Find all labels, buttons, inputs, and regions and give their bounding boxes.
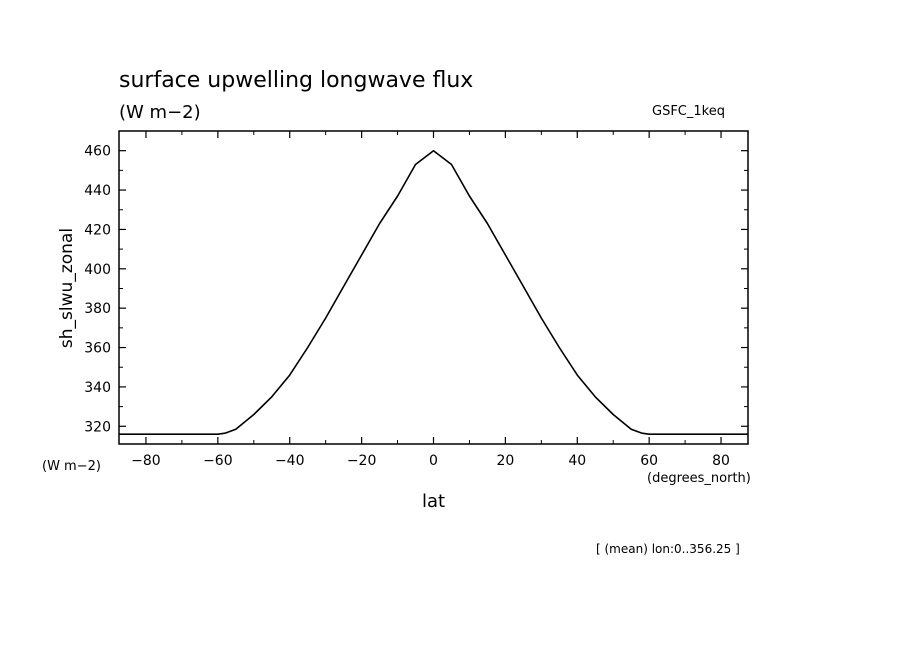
- y-tick-label: 400: [84, 262, 111, 278]
- x-tick-label: 40: [568, 453, 586, 469]
- x-axis-label: lat: [422, 491, 446, 512]
- chart-subtitle-units: (W m−2): [119, 102, 201, 123]
- x-tick-label: −60: [203, 453, 233, 469]
- series-layer: [119, 149, 748, 436]
- y-axis-label: sh_slwu_zonal: [57, 227, 77, 349]
- x-tick-label: −40: [275, 453, 305, 469]
- y-axis-units: (W m−2): [42, 459, 101, 474]
- x-axis-units: (degrees_north): [647, 471, 751, 486]
- y-tick-label: 420: [84, 222, 111, 238]
- y-tick-label: 340: [84, 380, 111, 396]
- y-tick-label: 360: [84, 341, 111, 357]
- axis-tick-labels: −80 −60 −40 −20 0 20 40 60 80 320 340 360 380 400 420 4…: [84, 144, 730, 469]
- averaging-footnote: [ (mean) lon:0..356.25 ]: [596, 542, 740, 556]
- x-tick-label: 20: [496, 453, 514, 469]
- plot-frame: [118, 130, 749, 445]
- y-tick-label: 320: [84, 419, 111, 435]
- y-tick-label: 440: [84, 183, 111, 199]
- series-line: [119, 149, 748, 436]
- x-tick-label: −20: [347, 453, 377, 469]
- x-tick-label: −80: [131, 453, 161, 469]
- x-tick-label: 60: [640, 453, 658, 469]
- x-tick-label: 0: [429, 453, 438, 469]
- axis-ticks: [119, 130, 748, 444]
- x-tick-label: 80: [712, 453, 730, 469]
- y-tick-label: 380: [84, 301, 111, 317]
- dataset-label: GSFC_1keq: [652, 104, 725, 119]
- y-tick-label: 460: [84, 144, 111, 160]
- chart-title: surface upwelling longwave flux: [119, 68, 474, 93]
